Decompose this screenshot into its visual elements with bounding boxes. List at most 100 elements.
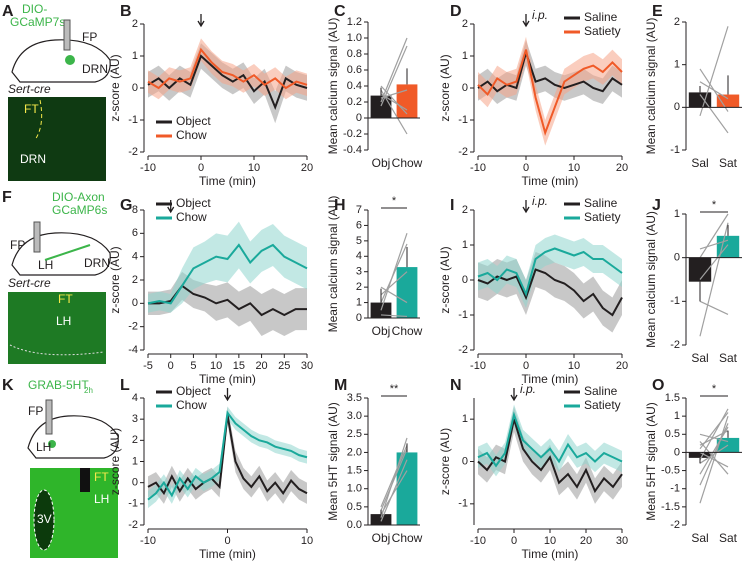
label: FP bbox=[82, 30, 97, 44]
y-tick-label: 0 bbox=[674, 101, 680, 113]
y-axis-label: Mean calcium signal (AU) bbox=[326, 196, 340, 333]
y-tick-label: 0.0 bbox=[347, 519, 362, 531]
panel-letter: K bbox=[2, 377, 14, 394]
y-tick-label: 1.5 bbox=[665, 392, 680, 404]
annotation: i.p. bbox=[520, 382, 536, 396]
paired-line bbox=[380, 271, 408, 296]
label: GCaMP7s bbox=[10, 15, 65, 29]
x-tick-label: 25 bbox=[278, 360, 290, 372]
trace bbox=[477, 418, 623, 494]
x-tick-label: 10 bbox=[210, 360, 222, 372]
y-axis-label: z-score (AU) bbox=[438, 54, 452, 121]
x-axis-label: Time (min) bbox=[199, 174, 256, 188]
y-tick-label: -2 bbox=[458, 146, 468, 158]
y-axis-label: Mean calcium signal (AU) bbox=[326, 18, 340, 155]
y-tick-label: 0.4 bbox=[347, 80, 362, 92]
paired-line bbox=[380, 470, 408, 515]
y-tick-label: 5 bbox=[356, 235, 362, 247]
x-tick-label: -10 bbox=[140, 162, 156, 174]
y-tick-label: 2.5 bbox=[347, 428, 362, 440]
label: GRAB-5HT bbox=[28, 378, 89, 392]
legend-label: Satiety bbox=[584, 24, 621, 38]
label: LH bbox=[38, 258, 53, 272]
y-tick-label: -2 bbox=[128, 146, 138, 158]
x-tick-label: 0 bbox=[224, 535, 230, 547]
arrow bbox=[167, 200, 175, 214]
significance: * bbox=[712, 383, 717, 395]
x-tick-label: 20 bbox=[616, 360, 628, 372]
x-tick-label: 10 bbox=[301, 535, 313, 547]
legend-label: Chow bbox=[176, 398, 207, 412]
y-tick-label: 3 bbox=[132, 413, 138, 425]
x-tick-label: -10 bbox=[470, 162, 486, 174]
ventricle bbox=[33, 489, 55, 551]
y-tick-label: 1 bbox=[674, 59, 680, 71]
x-tick-label: 15 bbox=[233, 360, 245, 372]
paired-line bbox=[699, 94, 729, 134]
y-tick-label: 0 bbox=[462, 455, 468, 467]
x-tick-label: 20 bbox=[301, 162, 313, 174]
arrow bbox=[223, 388, 232, 402]
label: Sert-cre bbox=[8, 276, 51, 290]
x-axis-label: Time (min) bbox=[522, 547, 579, 561]
y-tick-label: 0 bbox=[674, 252, 680, 264]
legend-label: Saline bbox=[584, 10, 618, 24]
injection-site bbox=[65, 55, 75, 65]
paired-line bbox=[699, 441, 729, 475]
x-tick-label: Chow bbox=[392, 324, 423, 338]
y-axis-label: Mean calcium signal (AU) bbox=[644, 18, 658, 155]
paired-line bbox=[380, 232, 408, 311]
x-tick-label: 10 bbox=[248, 162, 260, 174]
trace bbox=[477, 49, 623, 93]
annotation: i.p. bbox=[532, 8, 548, 22]
x-tick-label: Sal bbox=[691, 156, 708, 170]
x-tick-label: Obj bbox=[372, 156, 391, 170]
trace bbox=[477, 247, 623, 297]
y-tick-label: -2 bbox=[670, 339, 680, 351]
label: FP bbox=[10, 238, 25, 252]
y-tick-label: 1.0 bbox=[347, 32, 362, 44]
label: LH bbox=[56, 314, 71, 328]
legend-label: Saline bbox=[584, 196, 618, 210]
label: LH bbox=[36, 440, 51, 454]
x-axis-label: Time (min) bbox=[522, 174, 579, 188]
y-axis-label: Mean calcium signal (AU) bbox=[644, 211, 658, 348]
trace bbox=[477, 49, 623, 137]
x-tick-label: 0 bbox=[523, 360, 529, 372]
y-tick-label: 0 bbox=[132, 297, 138, 309]
paired-line bbox=[699, 213, 729, 258]
paired-line bbox=[380, 459, 408, 522]
arrow bbox=[510, 388, 518, 402]
x-tick-label: -5 bbox=[143, 360, 153, 372]
paired-line bbox=[380, 286, 408, 304]
y-tick-label: 0 bbox=[462, 82, 468, 94]
injection-site bbox=[48, 440, 56, 448]
y-tick-label: 0.5 bbox=[665, 428, 680, 440]
x-tick-label: Obj bbox=[372, 324, 391, 338]
y-tick-label: 0 bbox=[132, 82, 138, 94]
y-tick-label: -1 bbox=[128, 114, 138, 126]
arrow bbox=[197, 14, 205, 28]
y-tick-label: 2 bbox=[356, 281, 362, 293]
error-band bbox=[148, 406, 307, 509]
y-axis-label: z-score (AU) bbox=[438, 246, 452, 313]
panel-letter: A bbox=[2, 3, 14, 20]
y-tick-label: 1 bbox=[132, 50, 138, 62]
x-tick-label: Sat bbox=[719, 531, 738, 545]
panel-letter: J bbox=[652, 197, 661, 214]
x-tick-label: 5 bbox=[190, 360, 196, 372]
y-axis-label: z-score (AU) bbox=[108, 246, 122, 313]
panel-letter: D bbox=[450, 3, 462, 20]
paired-line bbox=[699, 300, 729, 315]
y-tick-label: 3.0 bbox=[347, 410, 362, 422]
fiber bbox=[45, 399, 53, 435]
y-tick-label: -2 bbox=[128, 519, 138, 531]
panel-letter: I bbox=[450, 197, 454, 214]
y-tick-label: 0 bbox=[674, 446, 680, 458]
y-axis-label: z-score (AU) bbox=[108, 428, 122, 495]
y-axis-label: z-score (AU) bbox=[108, 54, 122, 121]
legend-label: Satiety bbox=[584, 398, 621, 412]
trace bbox=[477, 411, 623, 468]
x-tick-label: 10 bbox=[568, 162, 580, 174]
annotation: i.p. bbox=[532, 194, 548, 208]
